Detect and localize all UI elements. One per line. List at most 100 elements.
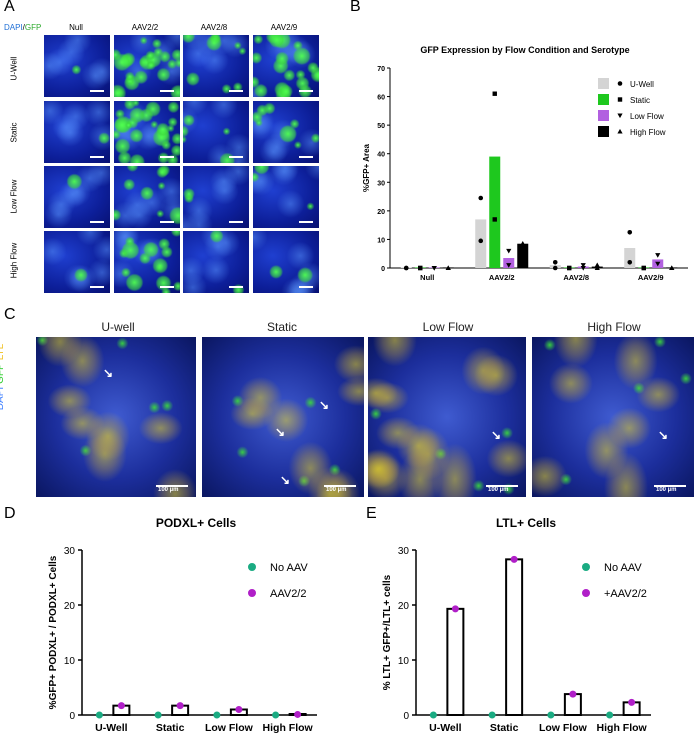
stain-separator: / bbox=[22, 23, 25, 32]
chart-b-point bbox=[506, 263, 512, 268]
chart-d-xtick-label: Static bbox=[156, 722, 185, 734]
chart-b-ytick-label: 0 bbox=[381, 266, 385, 273]
scale-bar bbox=[90, 90, 104, 92]
chart-e: LTL+ Cells % LTL+ GFP+/LTL+ cells 0 10 20 30 U… bbox=[382, 516, 651, 734]
chart-d-ytick-label: 10 bbox=[64, 656, 76, 667]
chart-d-point bbox=[272, 711, 280, 719]
chart-d-ytick-label: 20 bbox=[64, 601, 76, 612]
chart-b-point bbox=[431, 266, 437, 271]
chart-d-ylabel: %GFP+ PODXL+ / PODXL+ Cells bbox=[48, 555, 59, 709]
col-label-aav22: AAV2/2 bbox=[131, 23, 159, 32]
chart-b-point bbox=[492, 217, 497, 222]
scale-bar bbox=[324, 485, 356, 487]
chart-e-point bbox=[510, 555, 518, 563]
chart-b-point bbox=[445, 265, 451, 270]
row-label-static: Static bbox=[9, 122, 19, 143]
chart-b-point bbox=[418, 265, 423, 271]
row-label-uwell: U-Well bbox=[9, 56, 19, 81]
col-label-aav28: AAV2/8 bbox=[200, 23, 228, 32]
scale-bar bbox=[160, 156, 174, 158]
chart-b-point bbox=[520, 241, 526, 246]
chart-e-bar bbox=[505, 558, 524, 716]
chart-b-point bbox=[567, 265, 572, 271]
stain-legend-c: DAPI GFP LTL bbox=[0, 341, 6, 410]
chart-b-point bbox=[552, 265, 558, 271]
chart-b-xtick-label: AAV2/8 bbox=[563, 273, 589, 282]
chart-b-point bbox=[655, 261, 661, 267]
chart-e-point bbox=[429, 711, 437, 719]
micrograph-a-2-2 bbox=[183, 166, 249, 228]
micrograph-a-2-3 bbox=[253, 166, 319, 228]
chart-b-title: GFP Expression by Flow Condition and Ser… bbox=[420, 45, 629, 55]
chart-b-ytick-label: 50 bbox=[377, 123, 385, 130]
scale-bar bbox=[229, 221, 243, 223]
confocal-image-3: 100 µm ↘ bbox=[532, 337, 694, 497]
chart-d-legend-label: AAV2/2 bbox=[270, 588, 307, 600]
chart-e-xtick-label: U-Well bbox=[429, 722, 462, 734]
stain-ltl-label: LTL bbox=[0, 343, 7, 361]
micrograph-a-1-2 bbox=[183, 101, 249, 163]
chart-e-point bbox=[488, 711, 496, 719]
chart-b-point bbox=[617, 113, 623, 119]
micrograph-a-0-1 bbox=[114, 35, 180, 97]
chart-b-ytick-label: 10 bbox=[377, 237, 385, 244]
col-label-null: Null bbox=[69, 23, 83, 32]
chart-e-ytick-label: 10 bbox=[398, 656, 410, 667]
confocal-image-1: 100 µm ↘ ↘ ↘ bbox=[202, 337, 364, 497]
c-title-static: Static bbox=[266, 320, 297, 334]
chart-d-title: PODXL+ Cells bbox=[156, 516, 237, 530]
scale-bar bbox=[160, 286, 174, 288]
micrograph-a-3-1 bbox=[114, 231, 180, 293]
chart-e-ytick-label: 20 bbox=[398, 601, 410, 612]
scale-bar-label: 100 µm bbox=[158, 487, 179, 493]
chart-b-point bbox=[669, 265, 675, 270]
micrograph-a-3-2 bbox=[183, 231, 249, 293]
chart-d-ytick-label: 0 bbox=[69, 711, 75, 722]
row-label-lowflow: Low Flow bbox=[9, 179, 19, 214]
chart-b-bar bbox=[517, 243, 529, 268]
panel-label-a: A bbox=[4, 0, 15, 15]
scale-bar bbox=[90, 286, 104, 288]
chart-b-legend-swatch bbox=[598, 78, 609, 89]
c-title-lowflow: Low Flow bbox=[422, 320, 474, 334]
chart-b-point bbox=[552, 259, 558, 265]
scale-bar bbox=[90, 221, 104, 223]
panel-label-c: C bbox=[4, 306, 16, 323]
chart-d-point bbox=[235, 706, 243, 713]
chart-e-legend-marker bbox=[582, 563, 590, 571]
scale-bar bbox=[156, 485, 188, 487]
confocal-image-0: 100 µm ↘ bbox=[36, 337, 196, 497]
chart-e-legend-marker bbox=[582, 589, 590, 597]
chart-e-point bbox=[547, 711, 555, 719]
chart-b-point bbox=[627, 229, 633, 235]
chart-b-point bbox=[617, 97, 623, 102]
scale-bar bbox=[229, 90, 243, 92]
chart-b-xtick-label: Null bbox=[420, 273, 434, 282]
micrograph-a-2-1 bbox=[114, 166, 180, 228]
chart-b-legend-swatch bbox=[598, 126, 609, 137]
chart-e-legend-label: No AAV bbox=[604, 562, 642, 574]
stain-dapi-label: DAPI bbox=[4, 23, 23, 32]
panel-label-e: E bbox=[366, 505, 377, 522]
arrow-marker: ↘ bbox=[491, 428, 502, 442]
chart-b-ylabel: %GFP+ Area bbox=[362, 143, 371, 191]
chart-b-legend-label: U-Well bbox=[630, 80, 654, 89]
chart-e-ytick-label: 30 bbox=[398, 546, 410, 557]
chart-e-xtick-label: Low Flow bbox=[539, 722, 588, 734]
chart-b-bar bbox=[489, 156, 501, 268]
stain-dapi-label: DAPI bbox=[0, 386, 7, 411]
chart-b-point bbox=[580, 266, 586, 271]
scale-bar bbox=[229, 286, 243, 288]
chart-e-ylabel: % LTL+ GFP+/LTL+ cells bbox=[382, 574, 393, 690]
chart-b-ytick-label: 40 bbox=[377, 152, 385, 159]
chart-b-point bbox=[506, 248, 512, 254]
scale-bar bbox=[160, 221, 174, 223]
scale-bar bbox=[160, 90, 174, 92]
micrograph-a-3-0 bbox=[44, 231, 110, 293]
chart-b-legend-swatch bbox=[598, 110, 609, 121]
arrow-marker: ↘ bbox=[103, 366, 114, 380]
chart-b-bar bbox=[624, 248, 636, 268]
chart-e-point bbox=[451, 605, 459, 613]
chart-e-ytick-label: 0 bbox=[403, 711, 409, 722]
micrograph-a-1-3 bbox=[253, 101, 319, 163]
